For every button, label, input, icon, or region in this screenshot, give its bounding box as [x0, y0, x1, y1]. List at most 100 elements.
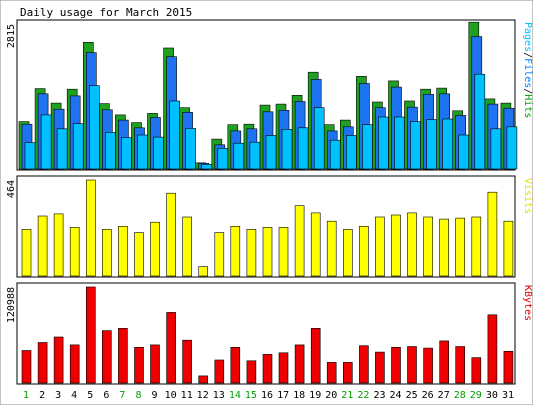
bar-kbytes-kbytes-day-27: [439, 340, 450, 384]
bar-kbytes-kbytes-day-15: [246, 360, 257, 384]
x-tick-label: 21: [341, 390, 353, 401]
panel-hits-legend-item: /: [522, 52, 533, 58]
bar-hits-pages-day-27: [442, 118, 454, 170]
bar-kbytes-kbytes-day-3: [53, 336, 64, 384]
panel-kbytes-legend: KBytes: [522, 285, 533, 321]
bar-hits-pages-day-9: [153, 136, 164, 170]
panel-hits-legend: Pages/Files/Hits: [522, 22, 533, 118]
bar-kbytes-kbytes-day-31: [503, 350, 514, 384]
panel-visits-legend-item: Visits: [522, 178, 533, 214]
bar-kbytes-kbytes-day-2: [37, 342, 48, 384]
bar-hits-pages-day-14: [233, 142, 245, 170]
bar-kbytes-kbytes-day-26: [423, 347, 433, 384]
x-tick-label: 12: [197, 390, 209, 401]
bar-hits-pages-day-25: [410, 121, 421, 170]
bar-visits-visits-day-3: [53, 213, 64, 277]
bar-kbytes-kbytes-day-13: [214, 359, 225, 384]
panel-visits-legend: Visits: [522, 178, 533, 214]
x-tick-label: 18: [293, 390, 305, 401]
bar-visits-visits-day-19: [310, 212, 321, 277]
x-tick-label: 16: [261, 390, 273, 401]
x-tick-label: 8: [135, 390, 141, 401]
bar-hits-pages-day-13: [217, 148, 229, 170]
bar-hits-pages-day-20: [329, 139, 341, 170]
bar-visits-visits-day-15: [246, 229, 257, 277]
bar-kbytes-kbytes-day-16: [262, 354, 273, 384]
bar-hits-pages-day-31: [506, 126, 518, 170]
bar-hits-pages-day-6: [105, 132, 116, 170]
x-tick-label: 31: [502, 390, 514, 401]
bar-kbytes-kbytes-day-19: [310, 327, 321, 384]
x-tick-label: 30: [486, 390, 498, 401]
x-tick-label: 14: [229, 390, 241, 401]
bar-hits-pages-day-30: [490, 128, 502, 170]
bar-kbytes-kbytes-day-4: [69, 344, 80, 384]
bar-hits-pages-day-8: [137, 134, 148, 170]
x-tick-label: 22: [357, 390, 369, 401]
bar-hits-pages-day-23: [378, 116, 389, 170]
panel-kbytes-max-label: 120988: [6, 287, 17, 323]
bar-kbytes-kbytes-day-11: [182, 339, 192, 384]
panel-hits-legend-item: Pages: [522, 22, 533, 52]
x-tick-label: 27: [438, 390, 450, 401]
bar-visits-visits-day-23: [375, 216, 385, 277]
x-tick-label: 7: [119, 390, 125, 401]
bar-hits-pages-day-26: [426, 119, 437, 170]
bar-kbytes-kbytes-day-7: [118, 327, 128, 384]
x-tick-label: 19: [309, 390, 321, 401]
panel-kbytes: 120988 KBytes: [6, 282, 533, 385]
bar-hits-pages-day-4: [72, 123, 84, 170]
bar-kbytes-kbytes-day-6: [102, 330, 112, 384]
bar-visits-visits-day-13: [214, 232, 225, 277]
x-tick-label: 13: [213, 390, 225, 401]
bar-visits-visits-day-12: [198, 266, 208, 277]
bar-kbytes-kbytes-day-10: [166, 312, 176, 384]
bar-kbytes-kbytes-day-30: [487, 314, 498, 384]
bar-hits-pages-day-15: [249, 141, 261, 170]
x-tick-label: 9: [151, 390, 157, 401]
bar-kbytes-kbytes-day-23: [375, 351, 385, 384]
bar-hits-pages-day-22: [362, 124, 373, 170]
bar-visits-visits-day-17: [278, 227, 289, 277]
bar-visits-visits-day-9: [150, 221, 160, 277]
bar-hits-pages-day-28: [458, 134, 470, 170]
bar-visits-visits-day-5: [86, 179, 96, 277]
bar-visits-visits-day-14: [230, 226, 241, 277]
bar-visits-visits-day-2: [37, 215, 48, 277]
bar-visits-visits-day-18: [294, 205, 305, 277]
bar-kbytes-kbytes-day-18: [294, 344, 305, 384]
x-tick-label: 29: [470, 390, 482, 401]
bar-hits-pages-day-18: [297, 127, 309, 170]
bar-kbytes-kbytes-day-12: [198, 375, 208, 384]
x-tick-label: 6: [103, 390, 109, 401]
x-tick-label: 20: [325, 390, 337, 401]
bar-hits-pages-day-11: [185, 128, 196, 170]
bar-kbytes-kbytes-day-29: [471, 357, 482, 384]
chart-title: Daily usage for March 2015: [20, 6, 192, 19]
bar-kbytes-kbytes-day-5: [86, 286, 96, 384]
bar-visits-visits-day-1: [21, 229, 32, 277]
bar-hits-pages-day-29: [474, 73, 486, 170]
bar-hits-pages-day-17: [281, 129, 293, 170]
bar-kbytes-kbytes-day-17: [278, 352, 289, 384]
panel-hits-legend-item: /: [522, 88, 533, 94]
bar-visits-visits-day-22: [359, 226, 369, 277]
bar-visits-visits-day-8: [134, 232, 144, 277]
x-tick-label: 10: [165, 390, 177, 401]
bar-kbytes-kbytes-day-1: [21, 350, 32, 384]
panel-hits-max-label: 2815: [6, 24, 17, 48]
bar-visits-visits-day-26: [423, 216, 433, 277]
bar-hits-pages-day-5: [89, 85, 100, 170]
bar-hits-pages-day-3: [56, 128, 68, 170]
bar-hits-pages-day-19: [313, 107, 325, 170]
bar-kbytes-kbytes-day-9: [150, 344, 160, 384]
x-tick-label: 23: [373, 390, 385, 401]
panel-hits-legend-item: Files: [522, 58, 533, 88]
bar-visits-visits-day-21: [342, 229, 353, 277]
bar-visits-visits-day-30: [487, 191, 498, 277]
x-tick-label: 2: [39, 390, 45, 401]
bar-kbytes-kbytes-day-28: [455, 346, 466, 384]
bar-visits-visits-day-16: [262, 227, 273, 277]
